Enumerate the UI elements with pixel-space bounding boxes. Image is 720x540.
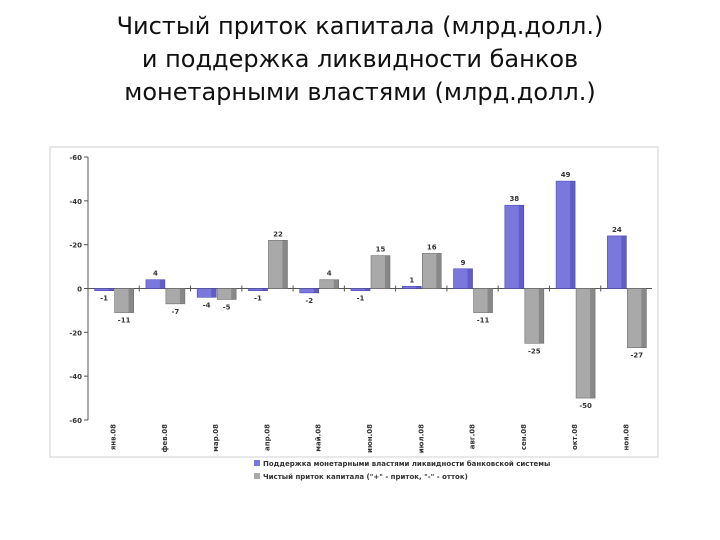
support-data-label: 1 (409, 276, 414, 284)
inflow-bar-shade (333, 279, 339, 289)
y-tick-label: -20 (69, 329, 82, 337)
inflow-data-label: -7 (172, 308, 180, 316)
support-data-label: -1 (100, 295, 108, 303)
support-data-label: -1 (357, 295, 365, 303)
inflow-bar-shade (179, 288, 185, 304)
inflow-bar-shade (487, 288, 493, 313)
x-tick-label: ноя.08 (622, 424, 630, 451)
legend-label-inflow: Чистый приток капитала ("+" - приток, "-… (263, 473, 468, 481)
x-tick-label: июл.08 (417, 424, 425, 453)
x-tick-label: янв.08 (110, 424, 118, 450)
inflow-data-label: 15 (376, 246, 386, 254)
inflow-bar-shade (590, 288, 596, 399)
inflow-bar-shade (436, 253, 442, 289)
inflow-data-label: -11 (118, 317, 131, 325)
y-tick-label: -40 (69, 198, 82, 206)
inflow-data-label: -27 (631, 352, 644, 360)
inflow-data-label: -50 (579, 402, 592, 410)
support-data-label: -1 (254, 295, 262, 303)
support-bar-shade (570, 181, 576, 289)
legend-swatch-inflow (254, 473, 260, 479)
legend-swatch-support (254, 460, 260, 466)
x-tick-label: авг.08 (469, 424, 477, 449)
support-bar-shade (108, 288, 114, 291)
inflow-data-label: -25 (528, 347, 541, 355)
inflow-data-label: -5 (223, 303, 231, 311)
y-tick-label: -60 (69, 417, 82, 425)
x-tick-label: мар.08 (212, 424, 220, 452)
support-data-label: -4 (203, 301, 211, 309)
inflow-bar-shade (385, 255, 390, 289)
legend-label-support: Поддержка монетарными властями ликвиднос… (263, 460, 550, 468)
support-bar-shade (211, 288, 217, 298)
inflow-bar-shade (128, 288, 134, 313)
inflow-data-label: 16 (427, 243, 437, 251)
support-data-label: -2 (305, 297, 313, 305)
title-line-2: и поддержка ликвидности банков (141, 45, 579, 73)
y-tick-label: -20 (69, 242, 82, 250)
support-bar-shade (313, 288, 319, 293)
inflow-bar-shade (641, 288, 647, 348)
support-data-label: 9 (461, 259, 466, 267)
x-tick-label: май.08 (315, 424, 323, 452)
inflow-data-label: 4 (327, 270, 332, 278)
support-bar-shade (262, 288, 268, 291)
support-bar-shade (416, 286, 422, 289)
support-data-label: 49 (561, 171, 571, 179)
x-tick-label: июн.08 (366, 424, 374, 453)
support-bar-shade (159, 279, 165, 289)
title-line-3: монетарными властями (млрд.долл.) (124, 78, 596, 106)
title-line-1: Чистый приток капитала (млрд.долл.) (116, 12, 604, 40)
support-bar-shade (518, 205, 524, 289)
y-tick-label: -60 (69, 154, 82, 162)
support-bar-shade (621, 235, 627, 289)
inflow-data-label: 22 (273, 230, 283, 238)
y-tick-label: 0 (77, 286, 82, 294)
support-bar-shade (467, 268, 473, 289)
x-tick-label: фев.08 (161, 424, 169, 453)
support-bar-shade (365, 288, 370, 291)
x-tick-label: окт.08 (571, 424, 579, 450)
inflow-bar-shade (538, 288, 544, 344)
inflow-bar-shade (282, 240, 288, 289)
inflow-bar-shade (231, 288, 237, 300)
support-data-label: 38 (509, 195, 519, 203)
slide-title: Чистый приток капитала (млрд.долл.) и по… (0, 10, 720, 109)
y-tick-label: -40 (69, 373, 82, 381)
inflow-data-label: -11 (477, 317, 490, 325)
x-tick-label: апр.08 (263, 424, 271, 451)
support-data-label: 24 (612, 226, 622, 234)
support-data-label: 4 (153, 270, 158, 278)
x-tick-label: сен.08 (520, 424, 528, 450)
